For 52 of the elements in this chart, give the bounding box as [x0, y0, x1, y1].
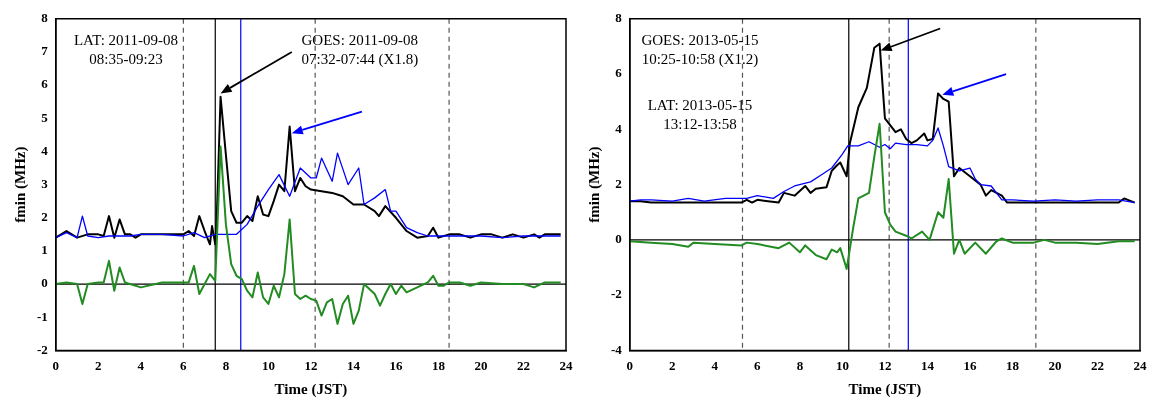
annotation: LAT: 2013-05-15 13:12-13:58 [647, 97, 753, 133]
y-tick-label: -1 [36, 308, 48, 324]
y-tick-label: 5 [41, 109, 49, 125]
x-tick-label: 0 [626, 357, 634, 373]
y-tick-label: 8 [41, 10, 49, 26]
x-tick-label: 18 [1005, 357, 1020, 373]
x-tick-label: 2 [669, 357, 676, 373]
x-tick-label: 2 [95, 357, 102, 373]
x-tick-label: 12 [878, 357, 892, 373]
x-tick-label: 20 [1048, 357, 1062, 373]
x-axis-title: Time (JST) [274, 380, 348, 398]
y-tick-label: 3 [41, 175, 49, 191]
x-tick-label: 6 [180, 357, 188, 373]
y-tick-label: 0 [41, 275, 48, 291]
annotation: LAT: 2011-09-08 08:35-09:23 [73, 32, 179, 68]
x-tick-label: 14 [920, 357, 935, 373]
y-tick-label: 0 [615, 231, 622, 247]
x-tick-label: 4 [137, 357, 145, 373]
x-tick-label: 16 [963, 357, 977, 373]
x-tick-label: 24 [559, 357, 573, 373]
y-tick-label: -2 [610, 286, 622, 302]
x-tick-label: 6 [754, 357, 762, 373]
y-tick-label: 2 [41, 209, 48, 225]
x-tick-label: 20 [474, 357, 488, 373]
x-tick-label: 8 [222, 357, 230, 373]
x-tick-label: 22 [516, 357, 530, 373]
x-tick-label: 10 [835, 357, 849, 373]
x-tick-label: 16 [389, 357, 403, 373]
x-tick-label: 22 [1090, 357, 1104, 373]
x-tick-label: 12 [304, 357, 318, 373]
y-axis-title: fmin (MHz) [585, 146, 603, 223]
x-axis-title: Time (JST) [848, 380, 922, 398]
x-tick-label: 14 [346, 357, 361, 373]
y-tick-label: 7 [41, 43, 49, 59]
annotation: GOES: 2013-05-15 10:25-10:58 (X1.2) [641, 32, 759, 69]
y-tick-label: -4 [610, 341, 623, 357]
y-tick-label: 1 [41, 242, 48, 258]
x-tick-label: 10 [261, 357, 275, 373]
y-tick-label: 4 [41, 142, 49, 158]
x-tick-label: 18 [431, 357, 446, 373]
annotation: GOES: 2011-09-08 07:32-07:44 (X1.8) [301, 32, 419, 69]
y-tick-label: 6 [615, 65, 623, 81]
y-tick-label: 8 [615, 10, 623, 26]
y-tick-label: -2 [36, 341, 48, 357]
x-tick-label: 24 [1133, 357, 1147, 373]
x-tick-label: 8 [796, 357, 804, 373]
y-tick-label: 6 [41, 76, 49, 92]
y-tick-label: 4 [615, 120, 623, 136]
y-axis-title: fmin (MHz) [11, 146, 29, 223]
y-tick-label: 2 [615, 175, 622, 191]
x-tick-label: 4 [711, 357, 719, 373]
x-tick-label: 0 [52, 357, 60, 373]
